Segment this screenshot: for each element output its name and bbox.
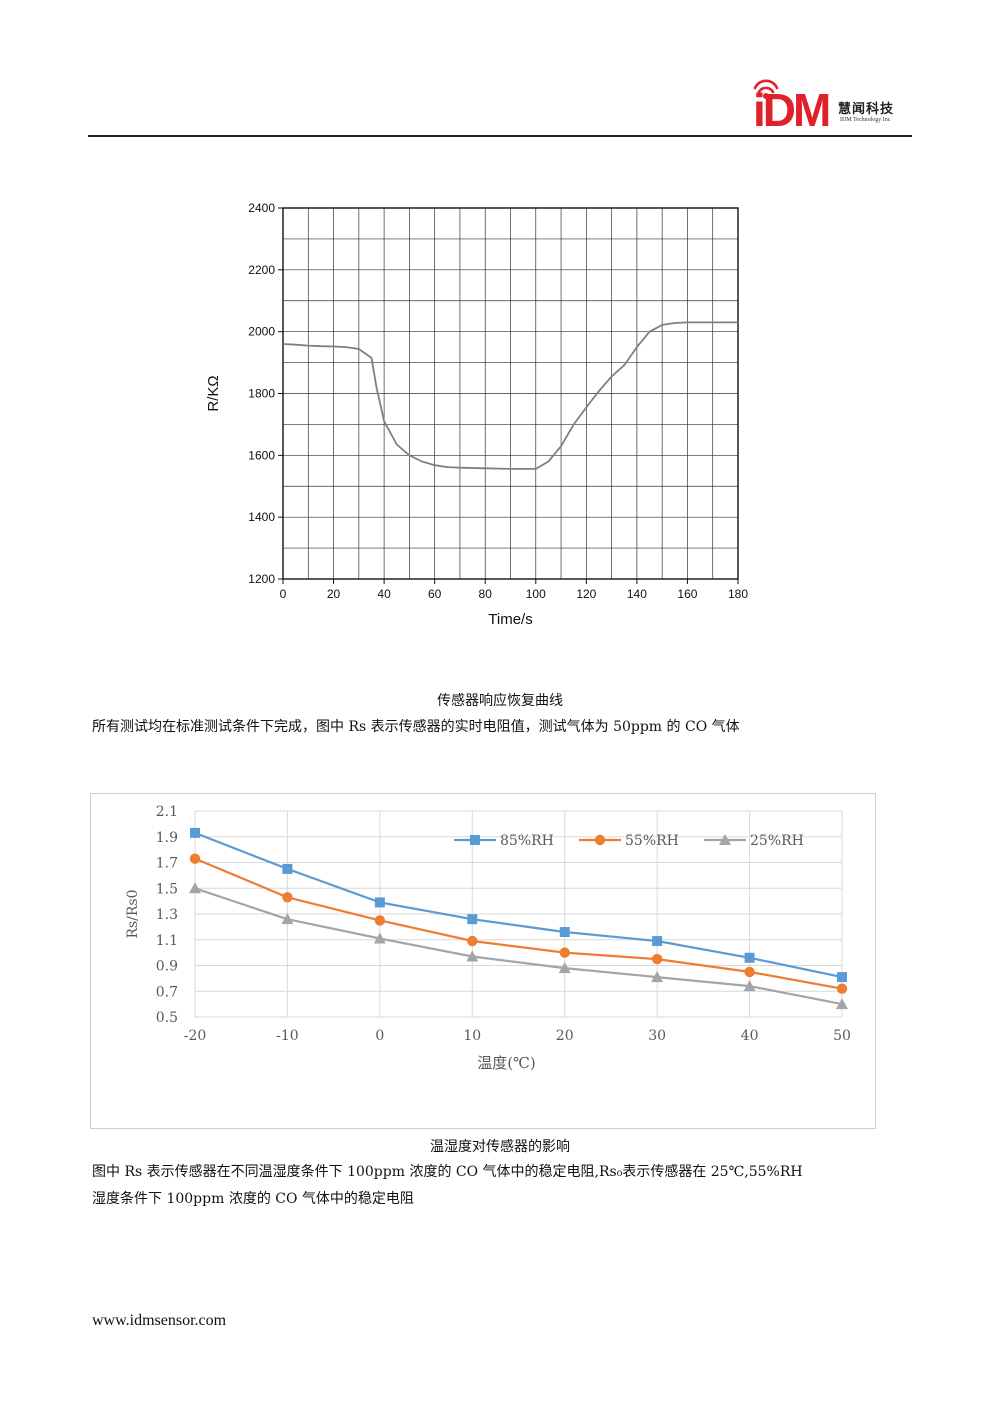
y-tick-label: 1800 [248,387,275,401]
y-tick-label: 1200 [248,572,275,586]
y-tick-label: 1.1 [156,933,178,949]
y-tick-label: 1.9 [156,830,178,846]
series-25pctrh-point [189,882,201,894]
series-25pctrh-point [836,998,848,1010]
chart2-frame [90,793,876,1129]
series-55pctrh-point [836,983,848,994]
series-85pctrh [190,827,847,983]
legend-label: 85%RH [500,833,554,849]
resistance-series-line [282,321,738,470]
footer-url: www.idmsensor.com [92,1312,227,1329]
y-tick-label: 1400 [248,510,275,524]
y-axis-label: R/KΩ [205,375,222,411]
y-tick-label: 0.9 [156,959,178,975]
series-25pctrh [189,882,848,1010]
x-tick-label: 20 [327,587,341,601]
x-tick-label: 160 [677,587,697,601]
y-tick-label: 0.7 [156,984,178,1000]
x-tick-label: 180 [728,587,748,601]
series-25pctrh-point [651,971,664,983]
figure2-caption: 温湿度对传感器的影响 [430,1139,570,1155]
x-tick-label: 100 [526,587,546,601]
series-25pctrh-line [194,887,843,1006]
x-axis-label: 温度(℃) [477,1054,535,1072]
y-tick-label: 0.5 [156,1010,178,1026]
series-85pctrh-point [467,914,478,925]
series-25pctrh-point [373,932,386,944]
y-tick-label: 2000 [248,325,275,339]
series-25pctrh-point [466,950,479,962]
figure2-description-line1: 图中 Rs 表示传感器在不同温湿度条件下 100ppm 浓度的 CO 气体中的稳… [92,1164,803,1180]
series-85pctrh-point [190,827,200,838]
temperature-humidity-chart: 0.5 0.7 0.9 1.1 1.3 1.5 1.7 1.9 2.1 -20 -10 0 10 20 30… [125,804,851,1072]
figure2-description-line2: 湿度条件下 100ppm 浓度的 CO 气体中的稳定电阻 [92,1191,414,1207]
legend-marker-55%RH [594,834,606,846]
series-85pctrh-line [194,831,843,979]
y-tick-label: 2200 [248,263,275,277]
series-85pctrh-point [282,863,293,874]
x-tick-label: 30 [648,1028,666,1044]
x-tick-label: 40 [741,1028,759,1044]
x-tick-label: 80 [479,587,493,601]
figure1-caption: 传感器响应恢复曲线 [437,693,563,709]
series-55pctrh-point [374,915,386,926]
x-tick-label: 0 [280,587,287,601]
series-25pctrh-point [558,962,571,974]
x-tick-label: -10 [276,1028,299,1044]
series-55pctrh-point [559,947,570,958]
x-tick-label: 50 [833,1028,851,1044]
y-tick-label: 2400 [248,201,275,215]
y-axis-label: Rs/Rs0 [125,889,141,938]
x-tick-label: 20 [556,1028,574,1044]
logo-signal-icon [753,79,779,94]
series-85pctrh-point [652,936,663,947]
legend-label: 25%RH [750,833,804,849]
x-tick-label: 120 [576,587,596,601]
series-55pctrh-point [467,935,478,947]
legend-label: 55%RH [625,833,679,849]
series-25pctrh-point [743,980,756,992]
company-name: 慧闻科技 [838,102,895,117]
y-tick-label: 1600 [248,448,275,462]
series-55pctrh-point [651,953,663,965]
y-tick-label: 1.7 [156,856,178,872]
x-tick-label: 0 [375,1028,384,1044]
series-85pctrh-point [374,897,385,908]
company-subtitle: IDM Technology Inc [840,117,891,123]
x-tick-label: 10 [463,1028,481,1044]
legend-marker-25%RH [719,834,731,845]
series-85pctrh-point [744,952,755,963]
series-85pctrh-point [559,927,570,938]
idm-logo: iDM [753,79,832,132]
x-tick-label: 60 [428,587,442,601]
series-55pctrh-point [282,892,293,903]
series-55pctrh-point [189,853,201,864]
header-rule [88,135,912,137]
logo-text: iDM [753,84,829,132]
y-tick-label: 2.1 [156,804,178,820]
y-tick-label: 1.5 [156,881,178,897]
series-55pctrh [189,853,848,994]
series-55pctrh-point [744,966,755,978]
x-tick-label: -20 [184,1028,207,1044]
y-tick-label: 1.3 [156,907,178,923]
series-85pctrh-point [837,972,847,983]
x-axis-label: Time/s [488,611,532,628]
response-recovery-chart: 0 20 40 60 80 100 120 140 160 180 1200 1400 1600 1800… [205,201,748,628]
series-55pctrh-line [194,857,843,990]
x-tick-label: 140 [627,587,647,601]
legend-marker-85%RH [470,835,480,845]
series-25pctrh-point [281,913,294,925]
x-tick-label: 40 [377,587,391,601]
figure1-description: 所有测试均在标准测试条件下完成，图中 Rs 表示传感器的实时电阻值，测试气体为 … [92,719,740,735]
